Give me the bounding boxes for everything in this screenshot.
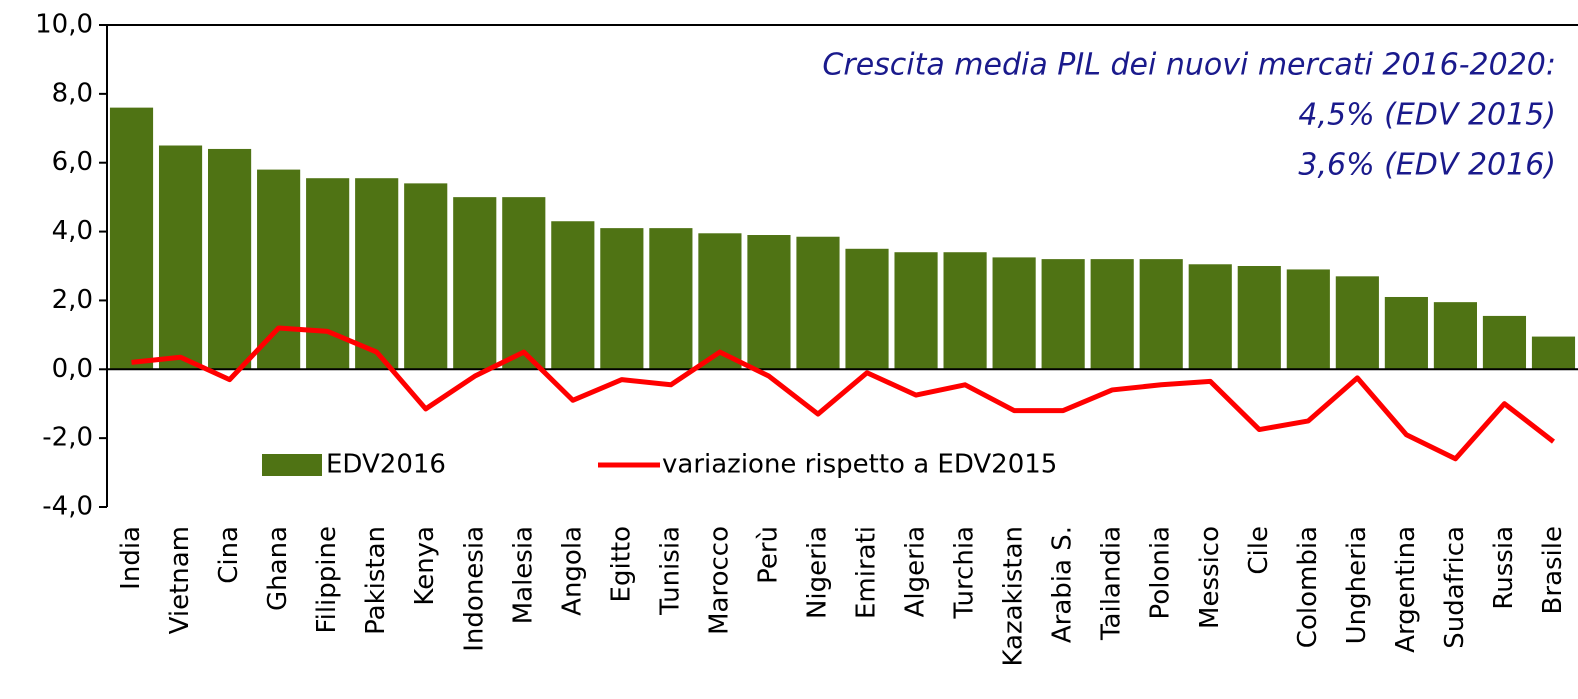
bar: [1531, 336, 1576, 370]
bar: [109, 107, 154, 370]
bar: [1139, 259, 1183, 370]
x-tick-label: Colombia: [1293, 526, 1323, 648]
y-tick-label: 2,0: [52, 285, 93, 315]
bar: [1433, 302, 1477, 370]
bar: [1384, 296, 1428, 370]
bar: [845, 248, 889, 370]
bar: [551, 221, 595, 370]
x-tick-label: Ghana: [263, 526, 293, 611]
x-tick-label: Cina: [214, 526, 244, 584]
x-tick-label: Nigeria: [802, 526, 832, 619]
annotation: 3,6% (EDV 2016): [1298, 148, 1556, 183]
legend-swatch: [262, 454, 322, 476]
bar: [600, 228, 644, 370]
bar: [894, 252, 938, 370]
x-tick-label: Vietnam: [165, 526, 195, 634]
y-tick-label: 0,0: [52, 354, 93, 384]
x-tick-label: Perù: [753, 526, 783, 584]
x-tick-label: Algeria: [901, 526, 931, 617]
x-tick-label: Malesia: [508, 526, 538, 624]
y-tick-label: -2,0: [42, 423, 93, 453]
bar: [1286, 269, 1330, 370]
bar: [943, 252, 987, 370]
y-tick-label: -4,0: [42, 492, 93, 522]
y-tick-label: 4,0: [52, 216, 93, 246]
x-tick-label: Emirati: [852, 526, 882, 619]
bar: [453, 197, 497, 370]
bar: [257, 169, 301, 370]
x-tick-label: Egitto: [606, 526, 636, 602]
x-tick-label: Polonia: [1146, 526, 1176, 619]
bar: [1041, 259, 1085, 370]
x-tick-label: Ungheria: [1342, 526, 1372, 644]
bar: [502, 197, 546, 370]
x-tick-label: Brasile: [1538, 526, 1568, 614]
line: [131, 325, 1556, 462]
x-tick-label: Filippine: [312, 526, 342, 633]
x-tick-label: Russia: [1489, 526, 1519, 610]
legend-label: variazione rispetto a EDV2015: [662, 450, 1057, 480]
y-tick-label: 8,0: [52, 78, 93, 108]
y-tick-label: 10,0: [35, 10, 93, 40]
bar: [1335, 276, 1379, 370]
x-tick-label: Turchia: [950, 526, 980, 619]
x-tick-label: Argentina: [1391, 526, 1421, 653]
bar: [1090, 259, 1134, 370]
bar: [355, 178, 399, 370]
x-tick-label: Tunisia: [655, 526, 685, 616]
x-tick-label: Kenya: [410, 526, 440, 606]
bar: [796, 236, 840, 370]
x-tick-label: Tailandia: [1097, 526, 1127, 641]
x-tick-label: Indonesia: [459, 526, 489, 652]
bar: [649, 228, 693, 370]
x-tick-label: Arabia S.: [1048, 526, 1078, 643]
bar: [1482, 315, 1527, 370]
x-tick-label: Messico: [1195, 526, 1225, 629]
x-tick-label: Cile: [1244, 526, 1274, 575]
bar: [306, 178, 350, 370]
bar: [158, 145, 203, 370]
y-tick-label: 6,0: [52, 147, 93, 177]
annotation: Crescita media PIL dei nuovi mercati 201…: [822, 48, 1556, 83]
bar: [992, 257, 1036, 370]
annotation: 4,5% (EDV 2015): [1298, 98, 1556, 133]
x-tick-label: India: [116, 526, 146, 590]
x-tick-label: Pakistan: [361, 526, 391, 635]
bar: [747, 235, 791, 370]
x-tick-label: Angola: [557, 526, 587, 616]
bar: [1188, 264, 1232, 370]
x-tick-label: Kazakistan: [999, 526, 1029, 667]
bar: [404, 183, 448, 370]
x-tick-label: Marocco: [704, 526, 734, 635]
bar: [208, 148, 252, 370]
legend-label: EDV2016: [326, 450, 446, 480]
bar: [1237, 266, 1281, 370]
x-tick-label: Sudafrica: [1440, 526, 1470, 649]
bar: [698, 233, 742, 370]
